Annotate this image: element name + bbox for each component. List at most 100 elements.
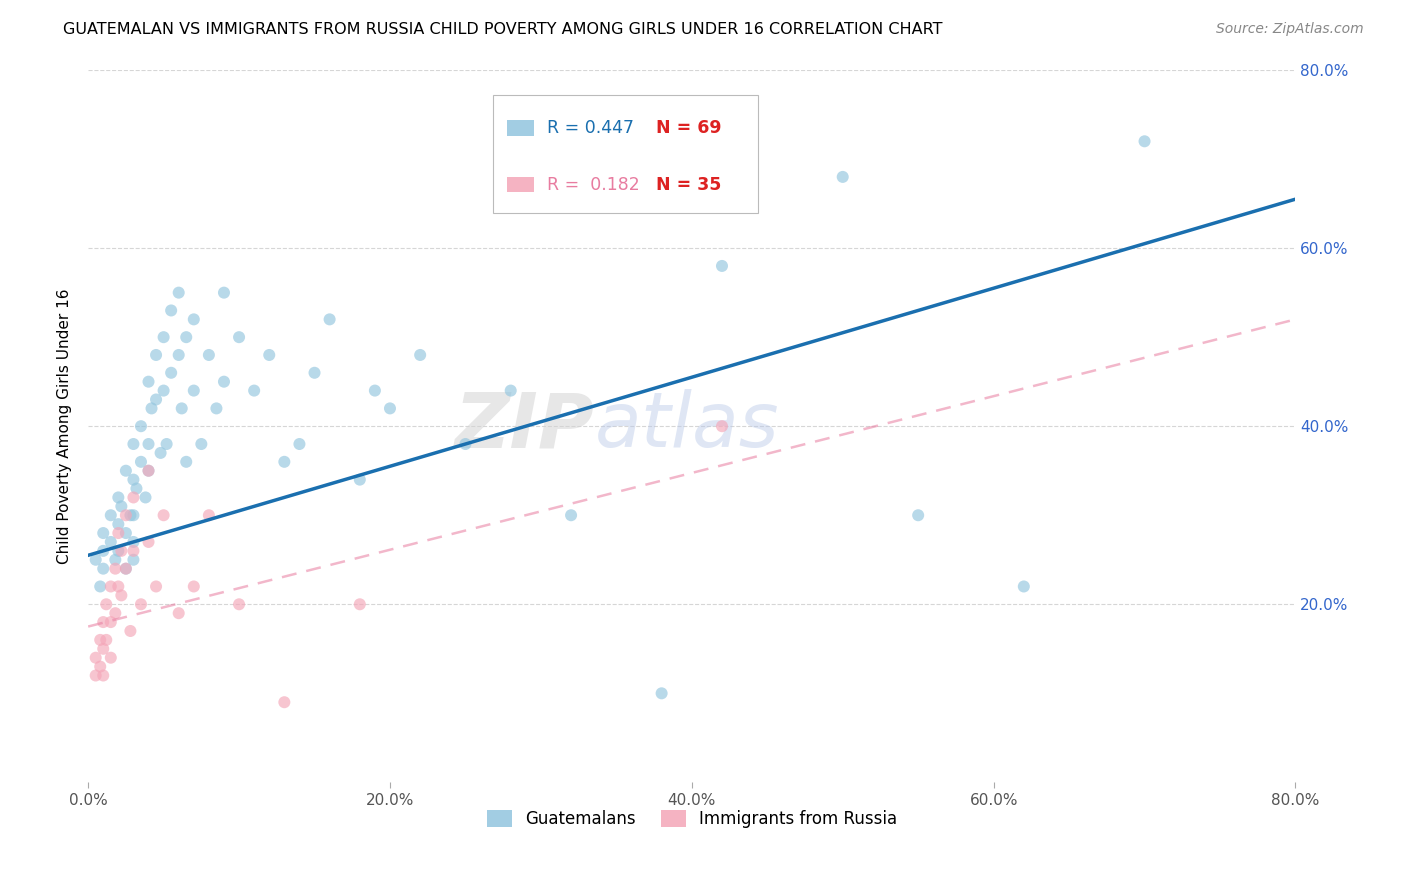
Point (122, 437, 145, 451)
Point (156, 437, 179, 451)
Point (273, 695, 295, 709)
Point (110, 544, 132, 558)
Point (152, 508, 174, 523)
Point (174, 455, 197, 469)
Point (167, 348, 190, 362)
Point (228, 597, 250, 611)
Point (145, 348, 167, 362)
Point (318, 312, 340, 326)
Bar (508, 120, 534, 136)
Point (304, 366, 326, 380)
Point (190, 437, 212, 451)
Point (174, 330, 197, 344)
Point (96, 597, 118, 611)
Point (122, 473, 145, 487)
Point (138, 437, 160, 451)
Point (122, 544, 145, 558)
Point (91, 641, 114, 656)
Text: R =  0.182: R = 0.182 (547, 176, 640, 194)
Point (160, 366, 183, 380)
Point (152, 384, 174, 398)
Point (560, 508, 582, 523)
Text: GUATEMALAN VS IMMIGRANTS FROM RUSSIA CHILD POVERTY AMONG GIRLS UNDER 16 CORRELAT: GUATEMALAN VS IMMIGRANTS FROM RUSSIA CHI… (63, 22, 943, 37)
Point (907, 508, 929, 523)
Point (145, 579, 167, 593)
Point (1133, 134, 1156, 148)
Point (205, 401, 228, 416)
Point (149, 446, 172, 460)
Point (84, 668, 107, 682)
Point (122, 491, 145, 505)
Point (141, 401, 163, 416)
Point (122, 508, 145, 523)
Point (167, 285, 190, 300)
Point (134, 491, 156, 505)
Point (288, 437, 311, 451)
Point (378, 401, 401, 416)
Point (129, 455, 152, 469)
Point (96, 632, 118, 647)
Point (273, 455, 295, 469)
Text: ZIP: ZIP (456, 389, 595, 463)
Point (198, 348, 221, 362)
Point (138, 375, 160, 389)
Point (138, 535, 160, 549)
FancyBboxPatch shape (492, 95, 758, 212)
Point (91, 562, 114, 576)
Point (100, 508, 122, 523)
Point (100, 535, 122, 549)
Point (107, 526, 129, 541)
Point (115, 526, 138, 541)
Point (1012, 579, 1035, 593)
Point (100, 579, 122, 593)
Point (100, 650, 122, 665)
Point (198, 508, 221, 523)
Point (91, 668, 114, 682)
Point (115, 562, 138, 576)
Point (167, 606, 190, 620)
Point (183, 312, 205, 326)
Point (228, 330, 250, 344)
Point (170, 401, 193, 416)
Point (91, 544, 114, 558)
Point (107, 579, 129, 593)
Point (89, 579, 111, 593)
Point (107, 544, 129, 558)
Point (84, 553, 107, 567)
Text: R = 0.447: R = 0.447 (547, 120, 634, 137)
Point (409, 348, 432, 362)
Point (91, 526, 114, 541)
Point (711, 419, 734, 434)
Point (115, 464, 138, 478)
Point (183, 384, 205, 398)
Point (138, 464, 160, 478)
Point (107, 517, 129, 532)
Text: N = 35: N = 35 (655, 176, 721, 194)
Point (125, 482, 148, 496)
Point (212, 285, 235, 300)
Text: Source: ZipAtlas.com: Source: ZipAtlas.com (1216, 22, 1364, 37)
Point (129, 419, 152, 434)
Point (499, 384, 522, 398)
Point (84, 650, 107, 665)
Point (122, 553, 145, 567)
Point (115, 508, 138, 523)
Point (89, 632, 111, 647)
Point (110, 500, 132, 514)
Point (115, 562, 138, 576)
Point (711, 259, 734, 273)
Point (349, 597, 371, 611)
Text: N = 69: N = 69 (655, 120, 721, 137)
Point (831, 169, 853, 184)
Point (651, 686, 673, 700)
Point (212, 375, 235, 389)
Point (100, 615, 122, 629)
Point (138, 464, 160, 478)
Point (364, 384, 387, 398)
Point (183, 579, 205, 593)
Point (257, 348, 280, 362)
Point (454, 437, 477, 451)
Point (145, 392, 167, 407)
Point (120, 508, 142, 523)
Text: atlas: atlas (595, 389, 780, 463)
